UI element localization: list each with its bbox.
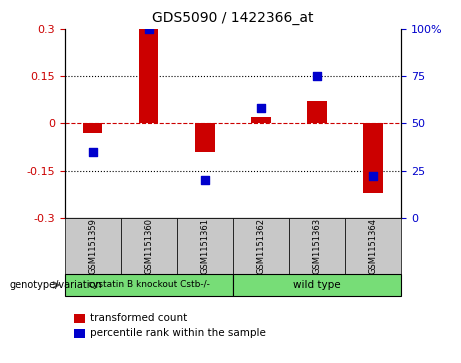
Point: [369, 174, 377, 179]
Point: [145, 26, 152, 32]
Text: genotype/variation: genotype/variation: [9, 280, 102, 290]
Point: [89, 149, 96, 155]
Bar: [195, 123, 214, 152]
Bar: [307, 101, 327, 123]
Text: wild type: wild type: [293, 280, 341, 290]
Text: transformed count: transformed count: [90, 313, 187, 323]
Title: GDS5090 / 1422366_at: GDS5090 / 1422366_at: [152, 11, 313, 25]
Text: GSM1151359: GSM1151359: [88, 218, 97, 274]
Bar: [83, 123, 102, 133]
Bar: [139, 29, 159, 123]
Point: [257, 105, 265, 111]
Bar: [363, 123, 383, 193]
Text: GSM1151362: GSM1151362: [256, 218, 266, 274]
Text: GSM1151363: GSM1151363: [313, 218, 321, 274]
Point: [201, 177, 208, 183]
Text: cystatin B knockout Cstb-/-: cystatin B knockout Cstb-/-: [88, 281, 210, 289]
Text: GSM1151360: GSM1151360: [144, 218, 153, 274]
Bar: [251, 117, 271, 123]
Point: [313, 73, 321, 79]
Text: GSM1151364: GSM1151364: [368, 218, 378, 274]
Text: GSM1151361: GSM1151361: [200, 218, 209, 274]
Text: percentile rank within the sample: percentile rank within the sample: [90, 328, 266, 338]
